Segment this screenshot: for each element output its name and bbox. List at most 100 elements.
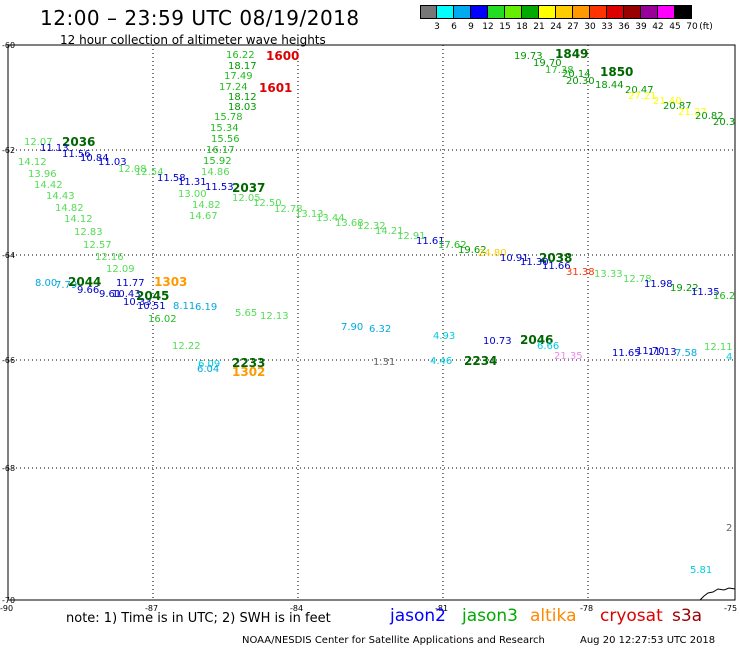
wave-height-value: 1.31 <box>373 357 396 368</box>
wave-height-value: 11.77 <box>116 278 145 289</box>
wave-height-value: 12.22 <box>172 341 201 352</box>
wave-height-value: 17.24 <box>219 82 248 93</box>
wave-height-value: 13.44 <box>316 213 345 224</box>
wave-height-value: 14.82 <box>55 203 84 214</box>
wave-height-value: 13.00 <box>178 189 207 200</box>
wave-height-value: 27.21 <box>628 91 657 102</box>
scale-tick-label: 36 <box>618 22 630 32</box>
scale-swatch <box>437 5 454 19</box>
scale-swatch <box>641 5 658 19</box>
scale-swatch <box>624 5 641 19</box>
wave-height-value: 24.80 <box>478 248 507 259</box>
wave-height-value: 10.73 <box>483 336 512 347</box>
scale-swatch <box>573 5 590 19</box>
wave-height-value: 9.66 <box>77 285 100 296</box>
wave-height-value: 19.22 <box>670 283 699 294</box>
wave-height-value: 20.82 <box>695 111 724 122</box>
wave-height-value: 15.78 <box>214 112 243 123</box>
scale-swatch <box>505 5 522 19</box>
wave-height-value: 21.35 <box>554 351 583 362</box>
wave-height-value: 7.58 <box>675 348 698 359</box>
credit-line: NOAA/NESDIS Center for Satellite Applica… <box>242 635 545 646</box>
wave-height-value: 11.30 <box>520 257 549 268</box>
wave-height-value: 14.43 <box>46 191 75 202</box>
wave-height-value: 6.09 <box>198 359 221 370</box>
pass-time-label: 2234 <box>464 354 498 368</box>
wave-height-value: 4 <box>726 352 733 363</box>
pass-time-label: 2233 <box>232 356 266 370</box>
wave-height-value: 18.03 <box>228 102 257 113</box>
scale-swatch <box>556 5 573 19</box>
wave-height-value: 11.53 <box>205 182 234 193</box>
wave-height-value: 11.65 <box>612 348 641 359</box>
wave-height-value: 21.40 <box>653 96 682 107</box>
scale-tick-label: 3 <box>434 22 440 32</box>
wave-height-value: 15.56 <box>211 134 240 145</box>
pass-time-label: 2045 <box>136 289 170 303</box>
wave-height-value: 6.32 <box>369 324 392 335</box>
wave-height-value: 6.04 <box>197 364 220 375</box>
wave-height-value: 20.14 <box>562 69 591 80</box>
wave-height-value: 10.33 <box>123 297 152 308</box>
wave-height-value: 20.30 <box>566 76 595 87</box>
wave-height-value: 19.73 <box>514 51 543 62</box>
wave-height-value: 9.61 <box>99 289 122 300</box>
map-frame <box>7 44 736 601</box>
pass-time-label: 2036 <box>62 135 96 149</box>
wave-height-value: 10.43 <box>112 289 141 300</box>
satellite-legend-jason2: jason2 <box>390 606 446 626</box>
wave-height-value: 20.87 <box>663 101 692 112</box>
wave-height-value: 16.17 <box>206 145 235 156</box>
pass-time-label: 1850 <box>600 65 634 79</box>
wave-height-value: 31.38 <box>566 267 595 278</box>
wave-height-value: 14.12 <box>18 157 47 168</box>
wave-height-value: 13.68 <box>335 218 364 229</box>
pass-time-label: 1303 <box>154 275 188 289</box>
scale-tick-label: 15 <box>499 22 511 32</box>
pass-time-label: 1849 <box>555 47 589 61</box>
wave-height-value: 13.13 <box>295 209 324 220</box>
wave-height-value: 20.3 <box>713 117 736 128</box>
generated-timestamp: Aug 20 12:27:53 UTC 2018 <box>580 635 716 646</box>
latitude-label: -62 <box>2 146 16 155</box>
wave-height-value: 16.02 <box>148 314 177 325</box>
scale-tick-label: 9 <box>468 22 474 32</box>
scale-tick-label: 21 <box>533 22 545 32</box>
wave-height-value: 21.27 <box>678 107 707 118</box>
wave-height-value: 8.11 <box>173 301 196 312</box>
wave-height-value: 16.22 <box>226 50 255 61</box>
pass-time-label: 2044 <box>68 275 102 289</box>
wave-height-value: 12.50 <box>253 198 282 209</box>
satellite-legend-altika: altika <box>530 606 577 626</box>
pass-time-label: 2046 <box>520 333 554 347</box>
wave-height-value: 18.12 <box>228 92 257 103</box>
wave-height-value: 8.00 <box>35 278 58 289</box>
longitude-label: -90 <box>0 604 14 613</box>
longitude-label: -75 <box>724 604 738 613</box>
wave-height-value: 12.07 <box>24 137 53 148</box>
scale-tick-label: 45 <box>669 22 681 32</box>
wave-height-value: 11.58 <box>157 173 186 184</box>
chart-subtitle: 12 hour collection of altimeter wave hei… <box>60 33 326 47</box>
scale-swatch <box>675 5 692 19</box>
pass-time-label: 2038 <box>539 251 573 265</box>
wave-height-value: 14.21 <box>375 226 404 237</box>
latitude-label: -66 <box>2 356 16 365</box>
scale-swatch <box>607 5 624 19</box>
longitude-label: -81 <box>435 604 449 613</box>
wave-height-value: 2 <box>726 523 733 534</box>
graticule-grid <box>8 45 735 600</box>
wave-height-value: 12.54 <box>135 167 164 178</box>
scale-tick-label: 24 <box>550 22 562 32</box>
wave-height-value: 11.03 <box>98 157 127 168</box>
scale-tick-label: 27 <box>567 22 579 32</box>
wave-height-value: 17.49 <box>224 71 253 82</box>
scale-tick-label: 6 <box>451 22 457 32</box>
wave-height-value: 12.08 <box>118 164 147 175</box>
latitude-label: -68 <box>2 464 16 473</box>
longitude-label: -78 <box>580 604 594 613</box>
wave-height-value: 10.91 <box>500 253 529 264</box>
wave-height-value: 20.47 <box>625 85 654 96</box>
wave-height-value: 12.91 <box>397 231 426 242</box>
